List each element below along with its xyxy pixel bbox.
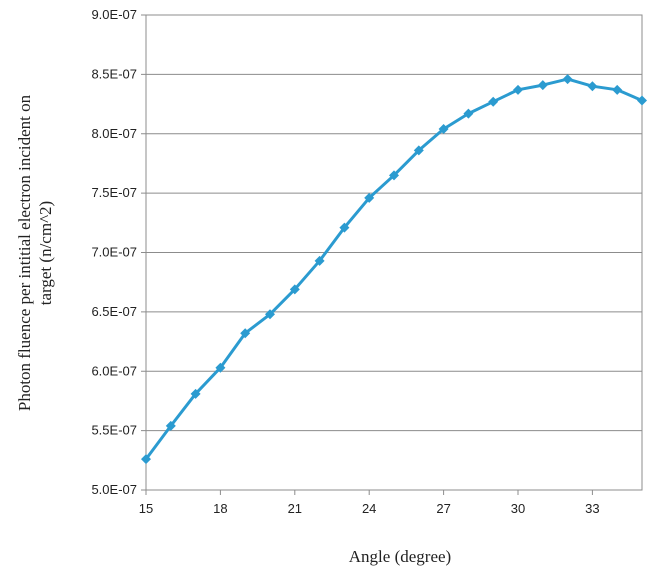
data-point-marker	[463, 108, 474, 119]
data-point-marker	[289, 284, 300, 295]
data-point-marker	[215, 362, 226, 373]
y-tick-label: 8.0E-07	[91, 126, 137, 141]
y-axis-title: Photon fluence per intitial electron inc…	[15, 94, 55, 411]
y-axis-ticks: 5.0E-07 5.5E-07 6.0E-07 6.5E-07 7.0E-07 7.5E-…	[91, 7, 146, 497]
x-tick-label: 21	[288, 501, 302, 516]
y-tick-label: 6.5E-07	[91, 304, 137, 319]
data-point-marker	[637, 95, 647, 106]
data-point-marker	[413, 145, 424, 156]
x-tick-label: 33	[585, 501, 599, 516]
data-point-marker	[488, 96, 499, 107]
data-point-marker	[190, 388, 201, 399]
grid-lines	[146, 14, 642, 491]
data-point-marker	[314, 255, 325, 266]
data-point-marker	[513, 84, 523, 95]
data-point-marker	[537, 80, 548, 91]
data-point-marker	[240, 328, 251, 339]
data-point-marker	[438, 124, 449, 134]
y-tick-label: 5.0E-07	[91, 482, 137, 497]
x-axis-ticks: 15 18 21 24 27 30 33	[139, 490, 600, 516]
data-point-marker	[612, 84, 623, 95]
x-axis-title: Angle (degree)	[349, 547, 451, 566]
data-point-marker	[587, 81, 598, 92]
data-point-marker	[562, 74, 573, 85]
y-axis-title-line-2: target (n/cm^2)	[36, 201, 55, 305]
data-point-marker	[389, 170, 399, 181]
data-point-marker	[364, 192, 375, 203]
x-tick-label: 15	[139, 501, 153, 516]
x-tick-label: 30	[511, 501, 525, 516]
x-tick-label: 24	[362, 501, 376, 516]
y-tick-label: 8.5E-07	[91, 66, 137, 81]
series-layer	[141, 74, 647, 465]
data-point-marker	[141, 454, 151, 465]
series-line	[144, 77, 643, 460]
y-tick-label: 9.0E-07	[91, 7, 137, 22]
y-axis-title-line-1: Photon fluence per intitial electron inc…	[15, 94, 34, 411]
data-point-marker	[165, 420, 176, 431]
y-tick-label: 7.0E-07	[91, 245, 137, 260]
data-point-marker	[339, 222, 350, 233]
y-tick-label: 7.5E-07	[91, 185, 137, 200]
data-point-marker	[265, 309, 275, 320]
y-tick-label: 6.0E-07	[91, 363, 137, 378]
y-tick-label: 5.5E-07	[91, 423, 137, 438]
x-tick-label: 18	[213, 501, 227, 516]
x-tick-label: 27	[436, 501, 450, 516]
